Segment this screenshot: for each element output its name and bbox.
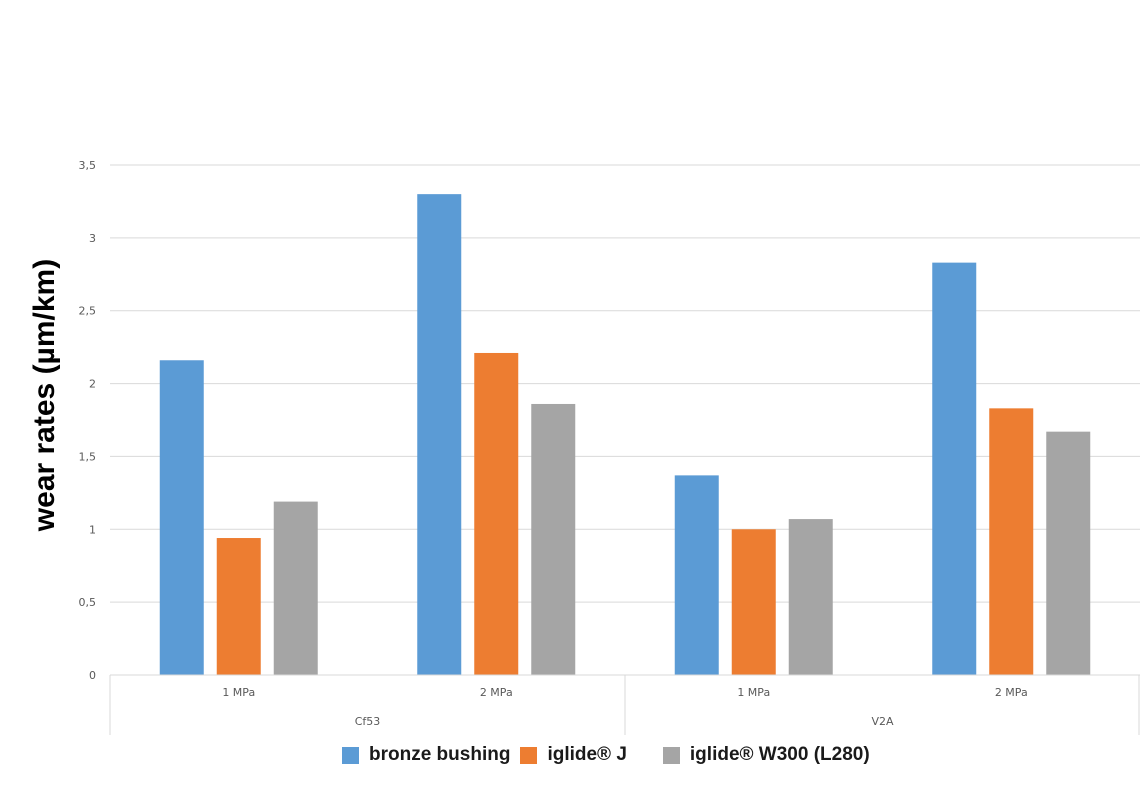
legend-swatch-iglide-w300 [662, 746, 680, 764]
bar [674, 475, 719, 675]
bar [932, 262, 977, 675]
y-axis-ticks: 0 0,5 1 1,5 2 2,5 3 3,5 [79, 159, 97, 682]
y-tick-label: 3 [89, 232, 96, 245]
bars [159, 194, 1091, 675]
y-tick-label: 3,5 [79, 159, 97, 172]
bar [731, 529, 776, 675]
legend-label-iglide-j: iglide® J [547, 744, 627, 765]
y-tick-label: 2,5 [79, 305, 97, 318]
legend-swatch-iglide-j [520, 746, 538, 764]
x-tick-label: 2 MPa [480, 686, 513, 699]
y-tick-label: 2 [89, 378, 96, 391]
bar [216, 538, 261, 675]
bar [989, 408, 1034, 675]
x-tick-label: 1 MPa [222, 686, 255, 699]
bar [159, 360, 204, 675]
bar [1046, 431, 1091, 675]
x-group-label: V2A [871, 715, 894, 728]
x-tick-label: 2 MPa [995, 686, 1028, 699]
legend-label-bronze-bushing: bronze bushing [369, 744, 511, 765]
y-tick-label: 0,5 [79, 596, 97, 609]
y-tick-label: 0 [89, 669, 96, 682]
bar [273, 501, 318, 675]
legend-swatch-bronze-bushing [342, 746, 359, 764]
x-group-label: Cf53 [355, 715, 381, 728]
legend-item-bronze-bushing: bronze bushing [342, 744, 510, 766]
bar [417, 194, 462, 675]
y-axis-label: wear rates (µm/km) [28, 259, 61, 532]
bar [531, 403, 576, 675]
gridlines [110, 164, 1140, 603]
y-tick-label: 1 [89, 523, 96, 536]
legend: bronze bushing iglide® J iglide® W300 (L… [342, 744, 870, 766]
y-tick-label: 1,5 [79, 450, 97, 463]
legend-item-iglide-j: iglide® J [520, 744, 627, 766]
bar [474, 352, 519, 675]
x-axis: 1 MPa 2 MPa 1 MPa 2 MPa Cf53 V2A [109, 674, 1140, 735]
legend-label-iglide-w300: iglide® W300 (L280) [689, 744, 870, 765]
legend-item-iglide-w300: iglide® W300 (L280) [662, 744, 870, 766]
bar [788, 519, 833, 675]
x-tick-label: 1 MPa [737, 686, 770, 699]
